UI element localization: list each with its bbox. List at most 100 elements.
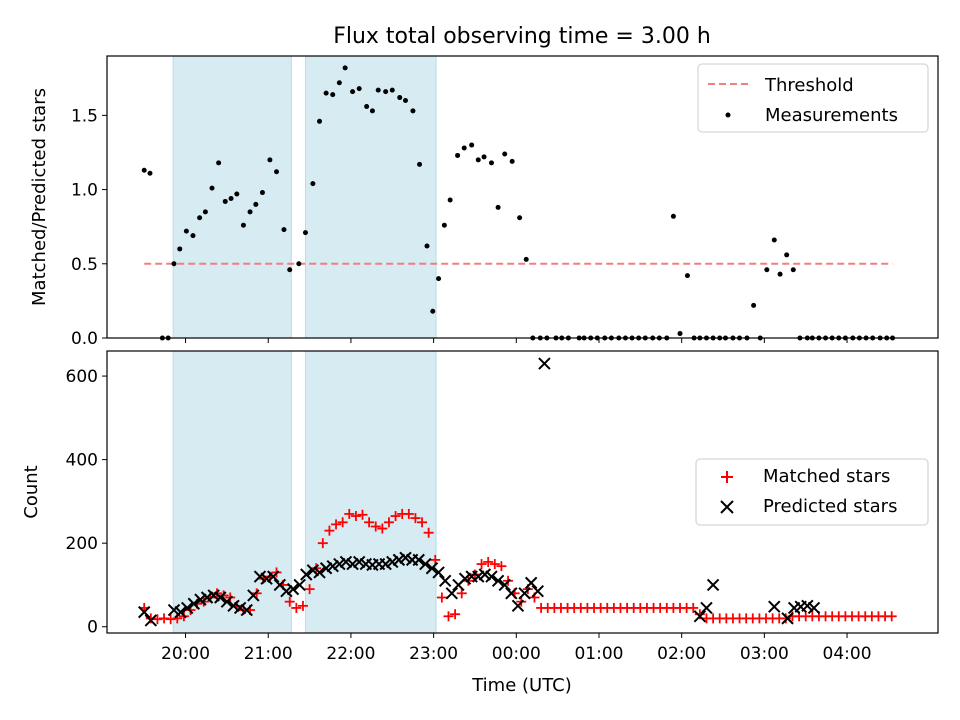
shaded-span	[304, 55, 437, 339]
predicted-star-point	[174, 605, 187, 619]
predicted-star-point	[524, 576, 538, 590]
measurement-point	[274, 169, 280, 175]
x-axis-label: Time (UTC)	[471, 675, 572, 696]
predicted-star-point	[807, 601, 821, 615]
predicted-star-point	[768, 600, 781, 613]
matched-star-point	[430, 554, 441, 565]
predicted-star-x-b	[138, 605, 151, 619]
shaded-spans-bottom	[172, 350, 437, 634]
legend-matched-label: Matched stars	[763, 466, 890, 487]
matched-star-point	[410, 513, 421, 524]
predicted-star-x-b	[240, 603, 253, 617]
measurement-point	[356, 86, 362, 92]
matched-star-point	[364, 517, 375, 528]
measurement-point	[771, 237, 777, 243]
predicted-star-point	[445, 587, 459, 600]
predicted-star-point	[491, 574, 505, 587]
predicted-star-point	[293, 578, 306, 592]
legend-threshold-label: Threshold	[764, 75, 854, 96]
measurement-point	[336, 80, 342, 86]
measurement-point	[302, 230, 308, 236]
measurement-point	[430, 308, 436, 314]
measurement-point	[234, 191, 240, 197]
measurement-point	[171, 261, 177, 267]
predicted-star-x-b	[207, 589, 220, 602]
measurement-point	[342, 65, 348, 71]
predicted-star-x-b	[432, 566, 445, 579]
measurement-point	[417, 161, 423, 167]
predicted-star-x-b	[187, 597, 201, 610]
predicted-star-x-b	[273, 578, 287, 592]
measurement-point	[287, 267, 293, 273]
legend-predicted-label: Predicted stars	[763, 496, 897, 517]
y-tick-label: 1.5	[71, 106, 98, 126]
y-tick-label: 200	[66, 534, 98, 554]
predicted-star-point	[247, 589, 260, 602]
predicted-star-x-b	[266, 570, 280, 583]
measurement-point	[202, 209, 208, 215]
measurement-point	[777, 271, 783, 277]
matched-star-point	[304, 584, 315, 595]
matched-star-point	[350, 511, 361, 522]
predicted-star-x-b	[491, 574, 505, 587]
top-axes-frame	[106, 55, 939, 339]
measurement-point	[147, 170, 153, 176]
y-tick-label: 0	[87, 618, 98, 638]
matched-star-point	[423, 527, 434, 538]
measurement-point	[296, 261, 302, 267]
matched-star-point	[450, 609, 461, 620]
measurement-point	[488, 160, 494, 166]
matched-star-point	[317, 538, 328, 549]
measurement-point	[455, 152, 461, 158]
shaded-spans-top	[172, 55, 437, 339]
predicted-star-x-b	[286, 582, 300, 596]
predicted-star-point	[531, 585, 545, 598]
predicted-star-point	[781, 612, 794, 625]
predicted-star-x-b	[214, 591, 227, 604]
measurement-point	[397, 95, 403, 101]
measurement-point	[447, 197, 453, 203]
bottom-legend: Matched stars Predicted stars	[695, 458, 929, 526]
predicted-star-x-b	[700, 601, 713, 615]
matched-star-point	[377, 523, 388, 534]
predicted-star-x-b	[498, 578, 511, 592]
predicted-star-x-b	[399, 551, 412, 565]
predicted-star-x-b	[293, 578, 306, 592]
measurement-point	[209, 185, 215, 191]
predicted-star-point	[138, 605, 151, 619]
predicted-star-x-b	[425, 562, 439, 575]
x-tick-label: 23:00	[409, 644, 458, 664]
matched-star-point	[780, 613, 791, 624]
measurement-point	[259, 190, 265, 196]
matched-star-point	[337, 517, 348, 528]
matched-star-point	[324, 525, 335, 536]
measurement-point	[751, 302, 757, 308]
predicted-star-x-b	[781, 612, 794, 625]
measurement-point	[190, 233, 196, 239]
matched-star-point	[344, 508, 355, 519]
predicted-star-x-b	[524, 576, 538, 590]
measurement-point	[177, 246, 183, 252]
measurement-point	[461, 145, 467, 151]
measurement-point	[228, 195, 234, 201]
matched-star-point	[489, 559, 500, 570]
y-tick-label: 0.0	[71, 329, 98, 349]
measurement-point	[323, 90, 329, 96]
predicted-star-point	[693, 610, 707, 623]
y-tick-label: 600	[66, 367, 98, 387]
measurement-point	[764, 267, 770, 273]
legend-measurement-label: Measurements	[765, 105, 898, 126]
predicted-star-x-b	[706, 578, 720, 592]
predicted-star-point	[518, 587, 531, 600]
predicted-star-point	[419, 557, 432, 571]
predicted-star-point	[432, 566, 445, 579]
y-tick-label: 0.5	[71, 255, 98, 275]
predicted-star-x-b	[768, 600, 781, 613]
measurement-point	[364, 103, 370, 109]
y-tick-label: 1.0	[71, 181, 98, 201]
matched-star-point	[456, 588, 467, 599]
predicted-star-x-b	[167, 603, 181, 617]
matched-star-point	[297, 600, 308, 611]
predicted-star-point	[266, 570, 280, 583]
bottom-x-ticks: 20:00 21:00 22:00 23:00 00:00 01:00 02:00 03:00…	[161, 633, 872, 664]
